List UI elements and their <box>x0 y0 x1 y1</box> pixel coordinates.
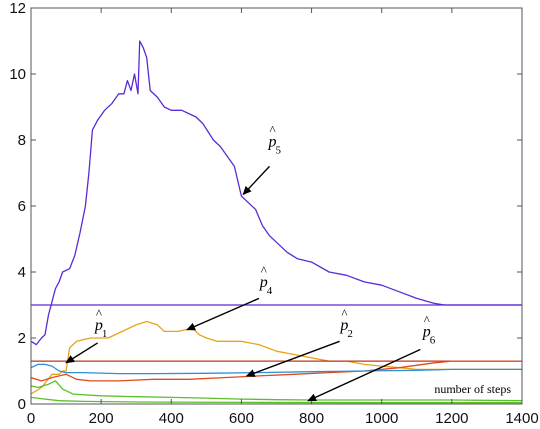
y-tick-label: 2 <box>18 330 26 347</box>
p-hat-label-4: p <box>259 274 268 291</box>
series-line-7 <box>30 380 523 402</box>
p-hat-accent: ^ <box>96 306 102 321</box>
p-hat-accent: ^ <box>341 306 347 321</box>
y-tick-label: 6 <box>18 198 26 215</box>
x-tick-label: 800 <box>299 410 324 427</box>
y-tick-label: 8 <box>18 132 26 149</box>
p-hat-label-5: p <box>267 134 276 151</box>
annotations-group: ^p 5^p 4^p 1^p 2^p 6 <box>65 123 436 402</box>
annotation-arrow <box>245 340 340 377</box>
annotation-arrow <box>186 297 260 331</box>
x-tick-label: 1000 <box>365 410 398 427</box>
y-tick-label: 10 <box>9 66 26 83</box>
series-line-5 <box>30 360 522 382</box>
series-line-6 <box>30 363 522 375</box>
x-tick-label: 0 <box>27 410 35 427</box>
p-hat-subscript: 2 <box>347 328 353 340</box>
annotation-arrow <box>307 348 421 402</box>
p-hat-label-1: p <box>94 317 103 334</box>
x-tick-label: 200 <box>89 410 114 427</box>
x-tick-label: 600 <box>229 410 254 427</box>
x-tick-label: 1400 <box>505 410 538 427</box>
x-tick-label: 400 <box>159 410 184 427</box>
x-tick-label: 1200 <box>435 410 468 427</box>
y-tick-label: 12 <box>9 0 26 17</box>
p-hat-subscript: 4 <box>267 285 273 297</box>
p-hat-accent: ^ <box>261 263 267 278</box>
p-hat-subscript: 1 <box>102 328 108 340</box>
number-of-steps-label: number of steps <box>434 382 511 396</box>
p-hat-subscript: 6 <box>430 334 436 346</box>
annotation-arrow <box>65 342 99 364</box>
annotation-arrow <box>242 165 270 196</box>
plot-area <box>31 8 522 404</box>
y-tick-label: 0 <box>18 396 26 413</box>
y-tick-label: 4 <box>18 264 26 281</box>
p-hat-subscript: 5 <box>275 145 281 157</box>
p-hat-accent: ^ <box>269 123 275 138</box>
p-hat-label-6: p <box>422 323 431 340</box>
series-line-1 <box>30 40 522 346</box>
p-hat-label-2: p <box>339 317 348 334</box>
p-hat-accent: ^ <box>424 312 430 327</box>
series-line-8 <box>30 396 522 404</box>
